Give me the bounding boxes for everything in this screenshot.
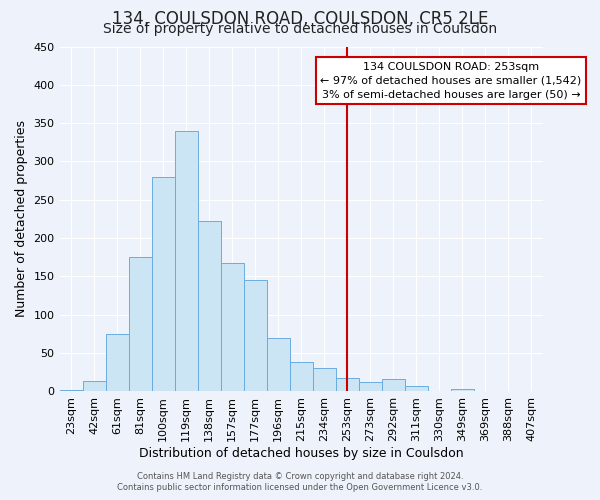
Text: Size of property relative to detached houses in Coulsdon: Size of property relative to detached ho… — [103, 22, 497, 36]
Bar — [359, 382, 382, 392]
Bar — [83, 380, 106, 392]
Bar — [336, 378, 359, 392]
Bar — [267, 338, 290, 392]
Bar — [128, 258, 152, 392]
Text: 134 COULSDON ROAD: 253sqm
← 97% of detached houses are smaller (1,542)
3% of sem: 134 COULSDON ROAD: 253sqm ← 97% of detac… — [320, 62, 581, 100]
Bar — [175, 131, 197, 392]
Bar — [221, 264, 244, 392]
Text: Contains HM Land Registry data © Crown copyright and database right 2024.
Contai: Contains HM Land Registry data © Crown c… — [118, 472, 482, 492]
Bar — [382, 379, 405, 392]
X-axis label: Distribution of detached houses by size in Coulsdon: Distribution of detached houses by size … — [139, 447, 464, 460]
Bar — [152, 177, 175, 392]
Y-axis label: Number of detached properties: Number of detached properties — [15, 120, 28, 318]
Bar — [313, 368, 336, 392]
Bar — [197, 220, 221, 392]
Bar — [451, 389, 474, 392]
Bar — [290, 362, 313, 392]
Bar — [59, 390, 83, 392]
Text: 134, COULSDON ROAD, COULSDON, CR5 2LE: 134, COULSDON ROAD, COULSDON, CR5 2LE — [112, 10, 488, 28]
Bar — [106, 334, 128, 392]
Bar — [405, 386, 428, 392]
Bar — [244, 280, 267, 392]
